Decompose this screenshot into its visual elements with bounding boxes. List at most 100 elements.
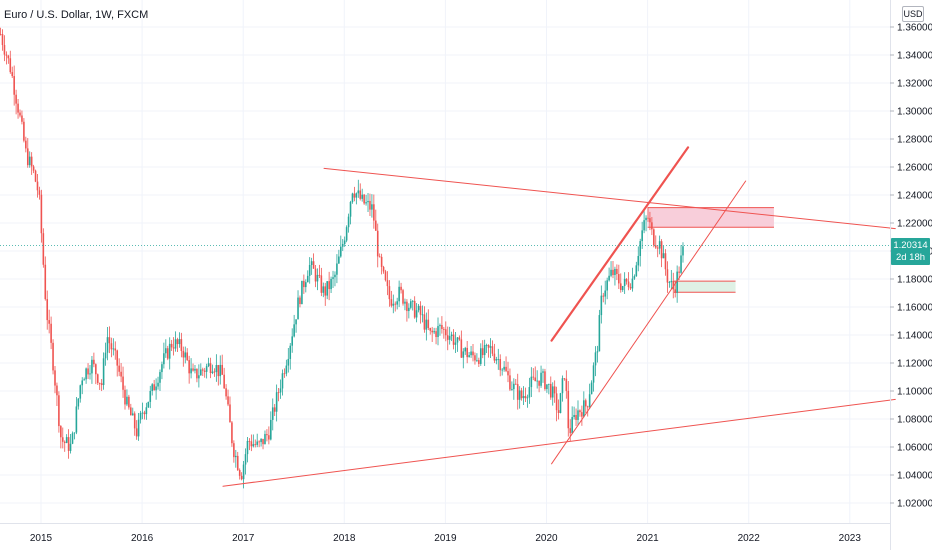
- candle-body: [413, 300, 416, 318]
- candle-body: [536, 380, 538, 382]
- candle-body: [594, 352, 597, 366]
- candle-body: [324, 286, 327, 296]
- candle-body: [369, 200, 371, 210]
- candle-body: [17, 103, 19, 113]
- y-tick-label: 1.10000: [897, 387, 932, 398]
- candle-body: [530, 376, 533, 388]
- candle-body: [649, 218, 651, 223]
- candle-body: [520, 390, 523, 399]
- candle-body: [198, 375, 200, 379]
- candle-body: [54, 370, 56, 386]
- x-tick-label: 2023: [839, 533, 862, 544]
- candle-body: [417, 305, 420, 311]
- candle-body: [505, 366, 507, 372]
- candle-body: [586, 406, 589, 408]
- candle-body: [538, 380, 540, 386]
- candle-body: [112, 348, 115, 350]
- candle-body: [9, 58, 12, 73]
- candle-body: [77, 398, 80, 407]
- candle-body: [254, 444, 257, 445]
- trendline-2[interactable]: [222, 398, 896, 487]
- x-tick-label: 2021: [636, 533, 659, 544]
- candle-body: [0, 34, 2, 35]
- candle-body: [359, 190, 362, 199]
- candle-body: [623, 278, 626, 287]
- candle-body: [330, 278, 332, 290]
- candle-body: [635, 265, 638, 277]
- currency-button[interactable]: USD: [902, 6, 924, 22]
- candle-body: [235, 455, 237, 458]
- candle-body: [161, 364, 163, 373]
- trendline-1[interactable]: [323, 167, 896, 230]
- support-zone: [673, 281, 736, 293]
- candle-body: [305, 282, 307, 288]
- candle-body: [371, 204, 373, 210]
- candle-body: [326, 281, 328, 296]
- candle-body: [258, 441, 260, 443]
- trendline-4[interactable]: [550, 146, 690, 342]
- candle-body: [374, 220, 377, 231]
- candle-body: [87, 368, 89, 375]
- candle-body: [565, 378, 568, 391]
- y-axis[interactable]: 1.36000 1.34000 1.32000 1.30000 1.28000 1.260…: [890, 23, 932, 510]
- y-tick-label: 1.06000: [897, 443, 932, 454]
- candle-body: [619, 283, 622, 290]
- y-tick-label: 1.18000: [897, 275, 932, 286]
- last-price-value: 1.20314: [893, 240, 928, 251]
- candle-body: [532, 376, 535, 378]
- x-axis[interactable]: 2015 2016 2017 2018 2019 2020 2021 2022 2023: [30, 533, 861, 544]
- candle-body: [355, 193, 358, 198]
- x-tick-label: 2016: [131, 533, 154, 544]
- candle-body: [209, 363, 212, 374]
- candle-body: [299, 297, 301, 305]
- candle-body: [551, 386, 554, 398]
- candle-body: [546, 384, 548, 390]
- trendline-3[interactable]: [551, 180, 747, 465]
- candle-body: [316, 274, 319, 282]
- candle-body: [345, 227, 348, 241]
- y-tick-label: 1.34000: [897, 51, 932, 62]
- candle-body: [608, 275, 610, 281]
- candle-body: [180, 339, 183, 351]
- candle-body: [221, 364, 224, 375]
- candle-body: [499, 359, 502, 371]
- candle-body: [137, 419, 140, 437]
- candle-body: [612, 269, 614, 276]
- candle-body: [388, 286, 391, 300]
- candle-body: [207, 363, 210, 367]
- candle-body: [343, 240, 346, 244]
- candle-body: [503, 366, 505, 370]
- candle-body: [320, 275, 323, 293]
- candle-body: [67, 437, 70, 451]
- candle-body: [102, 358, 105, 386]
- candle-body: [466, 347, 468, 358]
- candle-body: [398, 286, 400, 302]
- x-tick-label: 2015: [30, 533, 53, 544]
- candle-body: [501, 369, 503, 371]
- candle-body: [676, 271, 678, 293]
- candle-body: [668, 282, 671, 283]
- candle-body: [11, 72, 14, 77]
- candle-body: [65, 437, 68, 443]
- candle-body: [318, 274, 321, 276]
- candle-body: [411, 300, 414, 302]
- candle-body: [373, 204, 375, 221]
- candle-body: [616, 268, 618, 275]
- candle-body: [604, 290, 607, 297]
- candle-body: [217, 364, 220, 377]
- candle-body: [406, 301, 408, 312]
- candle-body: [139, 412, 142, 420]
- candle-body: [133, 413, 136, 429]
- candle-body: [194, 368, 196, 371]
- candle-body: [48, 320, 50, 324]
- candle-body: [52, 342, 54, 371]
- candle-body: [223, 374, 225, 389]
- candle-body: [147, 401, 150, 408]
- candle-body: [308, 265, 311, 276]
- candle-body: [678, 271, 680, 273]
- candle-body: [44, 264, 47, 300]
- candle-body: [159, 372, 161, 383]
- candle-body: [513, 383, 515, 390]
- candle-body: [242, 464, 245, 480]
